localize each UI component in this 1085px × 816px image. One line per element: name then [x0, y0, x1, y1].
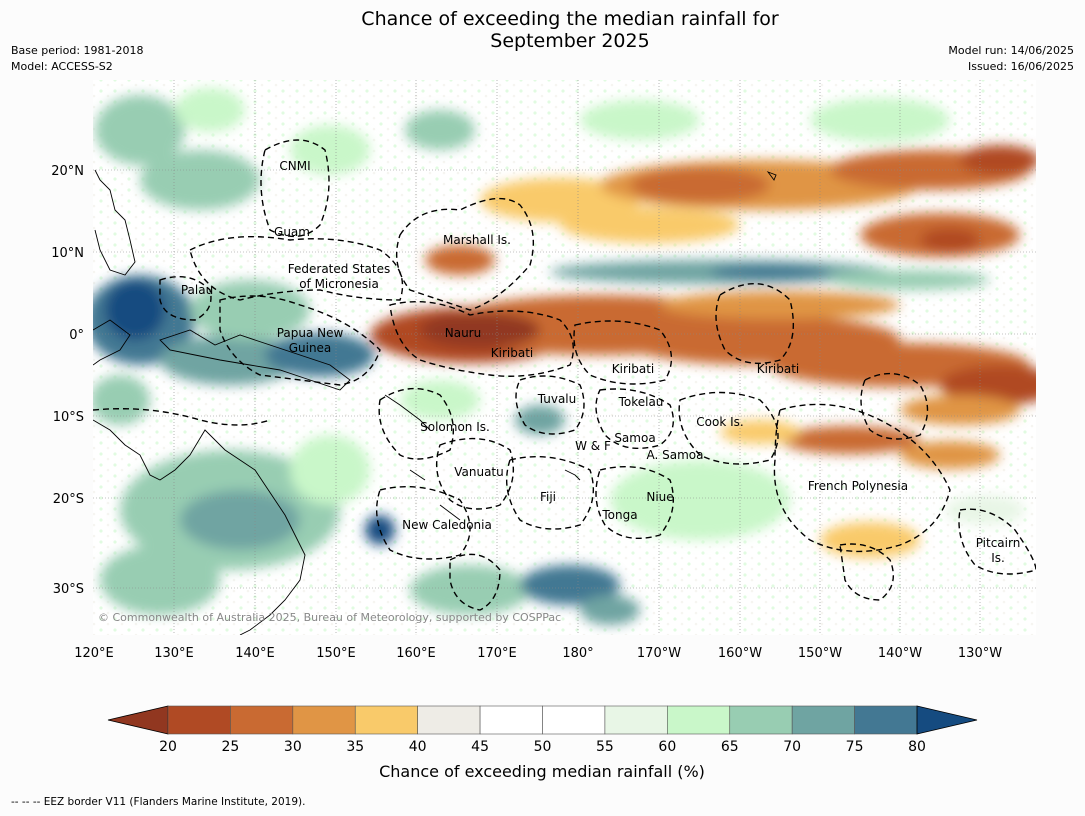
colorbar-tick-label: 50: [534, 739, 552, 755]
colorbar: 20 25 30 35 40 45 50 55 60 65 70 75 80: [108, 706, 977, 755]
lon-140e: 140°E: [235, 646, 275, 661]
label-pitcairn-2: Is.: [991, 551, 1005, 565]
label-fsm-2: of Micronesia: [299, 277, 379, 291]
lon-120e: 120°E: [74, 646, 114, 661]
copyright-notice: © Commonwealth of Australia 2025, Bureau…: [98, 611, 561, 624]
label-guam: Guam: [274, 225, 310, 239]
lat-10n: 10°N: [51, 246, 84, 261]
lon-140w: 140°W: [878, 646, 922, 661]
colorbar-cell: [230, 706, 292, 734]
map-plot-area: CNMI Guam Marshall Is. Federated States …: [85, 80, 1060, 635]
label-tokelau: Tokelau: [618, 395, 664, 409]
lat-0: 0°: [69, 328, 84, 343]
label-nauru: Nauru: [445, 326, 481, 340]
colorbar-cell: [168, 706, 230, 734]
colorbar-cell: [418, 706, 480, 734]
label-solomon: Solomon Is.: [420, 420, 490, 434]
lon-130w: 130°W: [958, 646, 1002, 661]
lon-170w: 170°W: [637, 646, 681, 661]
colorbar-label: Chance of exceeding median rainfall (%): [108, 762, 976, 781]
colorbar-cell: [605, 706, 667, 734]
label-fiji: Fiji: [540, 490, 556, 504]
label-new-caledonia: New Caledonia: [402, 518, 492, 532]
colorbar-cell: [667, 706, 729, 734]
label-pitcairn-1: Pitcairn: [976, 536, 1021, 550]
lat-30s: 30°S: [53, 582, 84, 597]
label-cnmi: CNMI: [279, 159, 310, 173]
colorbar-cell: [480, 706, 542, 734]
label-niue: Niue: [646, 490, 673, 504]
lon-160e: 160°E: [396, 646, 436, 661]
colorbar-cell: [293, 706, 355, 734]
lon-160w: 160°W: [718, 646, 762, 661]
colorbar-under-arrow: [108, 706, 168, 734]
label-kiribati-east: Kiribati: [757, 362, 799, 376]
colorbar-cell: [730, 706, 792, 734]
label-palau: Palau: [181, 283, 213, 297]
colorbar-tick-label: 80: [908, 739, 926, 755]
label-tuvalu: Tuvalu: [537, 392, 577, 406]
label-tonga: Tonga: [601, 508, 637, 522]
label-french-polynesia: French Polynesia: [808, 479, 908, 493]
longitude-labels: 120°E 130°E 140°E 150°E 160°E 170°E 180°…: [74, 646, 1002, 661]
lon-180: 180°: [562, 646, 593, 661]
latitude-labels: 20°N 10°N 0° 10°S 20°S 30°S: [51, 164, 84, 597]
lon-150w: 150°W: [798, 646, 842, 661]
colorbar-tick-label: 55: [596, 739, 614, 755]
colorbar-tick-label: 60: [658, 739, 676, 755]
lon-150e: 150°E: [316, 646, 356, 661]
colorbar-cell: [792, 706, 854, 734]
colorbar-cell: [543, 706, 605, 734]
label-wallis-futuna: W & F: [575, 439, 611, 453]
label-kiribati-central: Kiribati: [612, 362, 654, 376]
label-marshall: Marshall Is.: [443, 233, 511, 247]
label-samoa: Samoa: [614, 431, 655, 445]
lon-170e: 170°E: [477, 646, 517, 661]
label-vanuatu: Vanuatu: [454, 465, 504, 479]
colorbar-over-arrow: [917, 706, 977, 734]
colorbar-tick-label: 35: [346, 739, 364, 755]
lat-20s: 20°S: [53, 492, 84, 507]
colorbar-tick-label: 45: [471, 739, 489, 755]
lat-10s: 10°S: [53, 410, 84, 425]
colorbar-tick-label: 70: [783, 739, 801, 755]
label-cook-islands: Cook Is.: [696, 415, 743, 429]
lat-20n: 20°N: [51, 164, 84, 179]
colorbar-tick-label: 30: [284, 739, 302, 755]
colorbar-tick-label: 20: [159, 739, 177, 755]
eez-legend-note: -- -- -- EEZ border V11 (Flanders Marine…: [11, 796, 305, 808]
label-fsm-1: Federated States: [288, 262, 390, 276]
lon-130e: 130°E: [154, 646, 194, 661]
label-png-2: Guinea: [289, 341, 332, 355]
label-kiribati-west: Kiribati: [491, 346, 533, 360]
colorbar-cell: [855, 706, 917, 734]
label-png-1: Papua New: [277, 326, 344, 340]
label-american-samoa: A. Samoa: [647, 448, 704, 462]
colorbar-tick-label: 40: [409, 739, 427, 755]
colorbar-tick-label: 25: [222, 739, 240, 755]
colorbar-cell: [355, 706, 417, 734]
colorbar-tick-label: 75: [846, 739, 864, 755]
colorbar-tick-label: 65: [721, 739, 739, 755]
